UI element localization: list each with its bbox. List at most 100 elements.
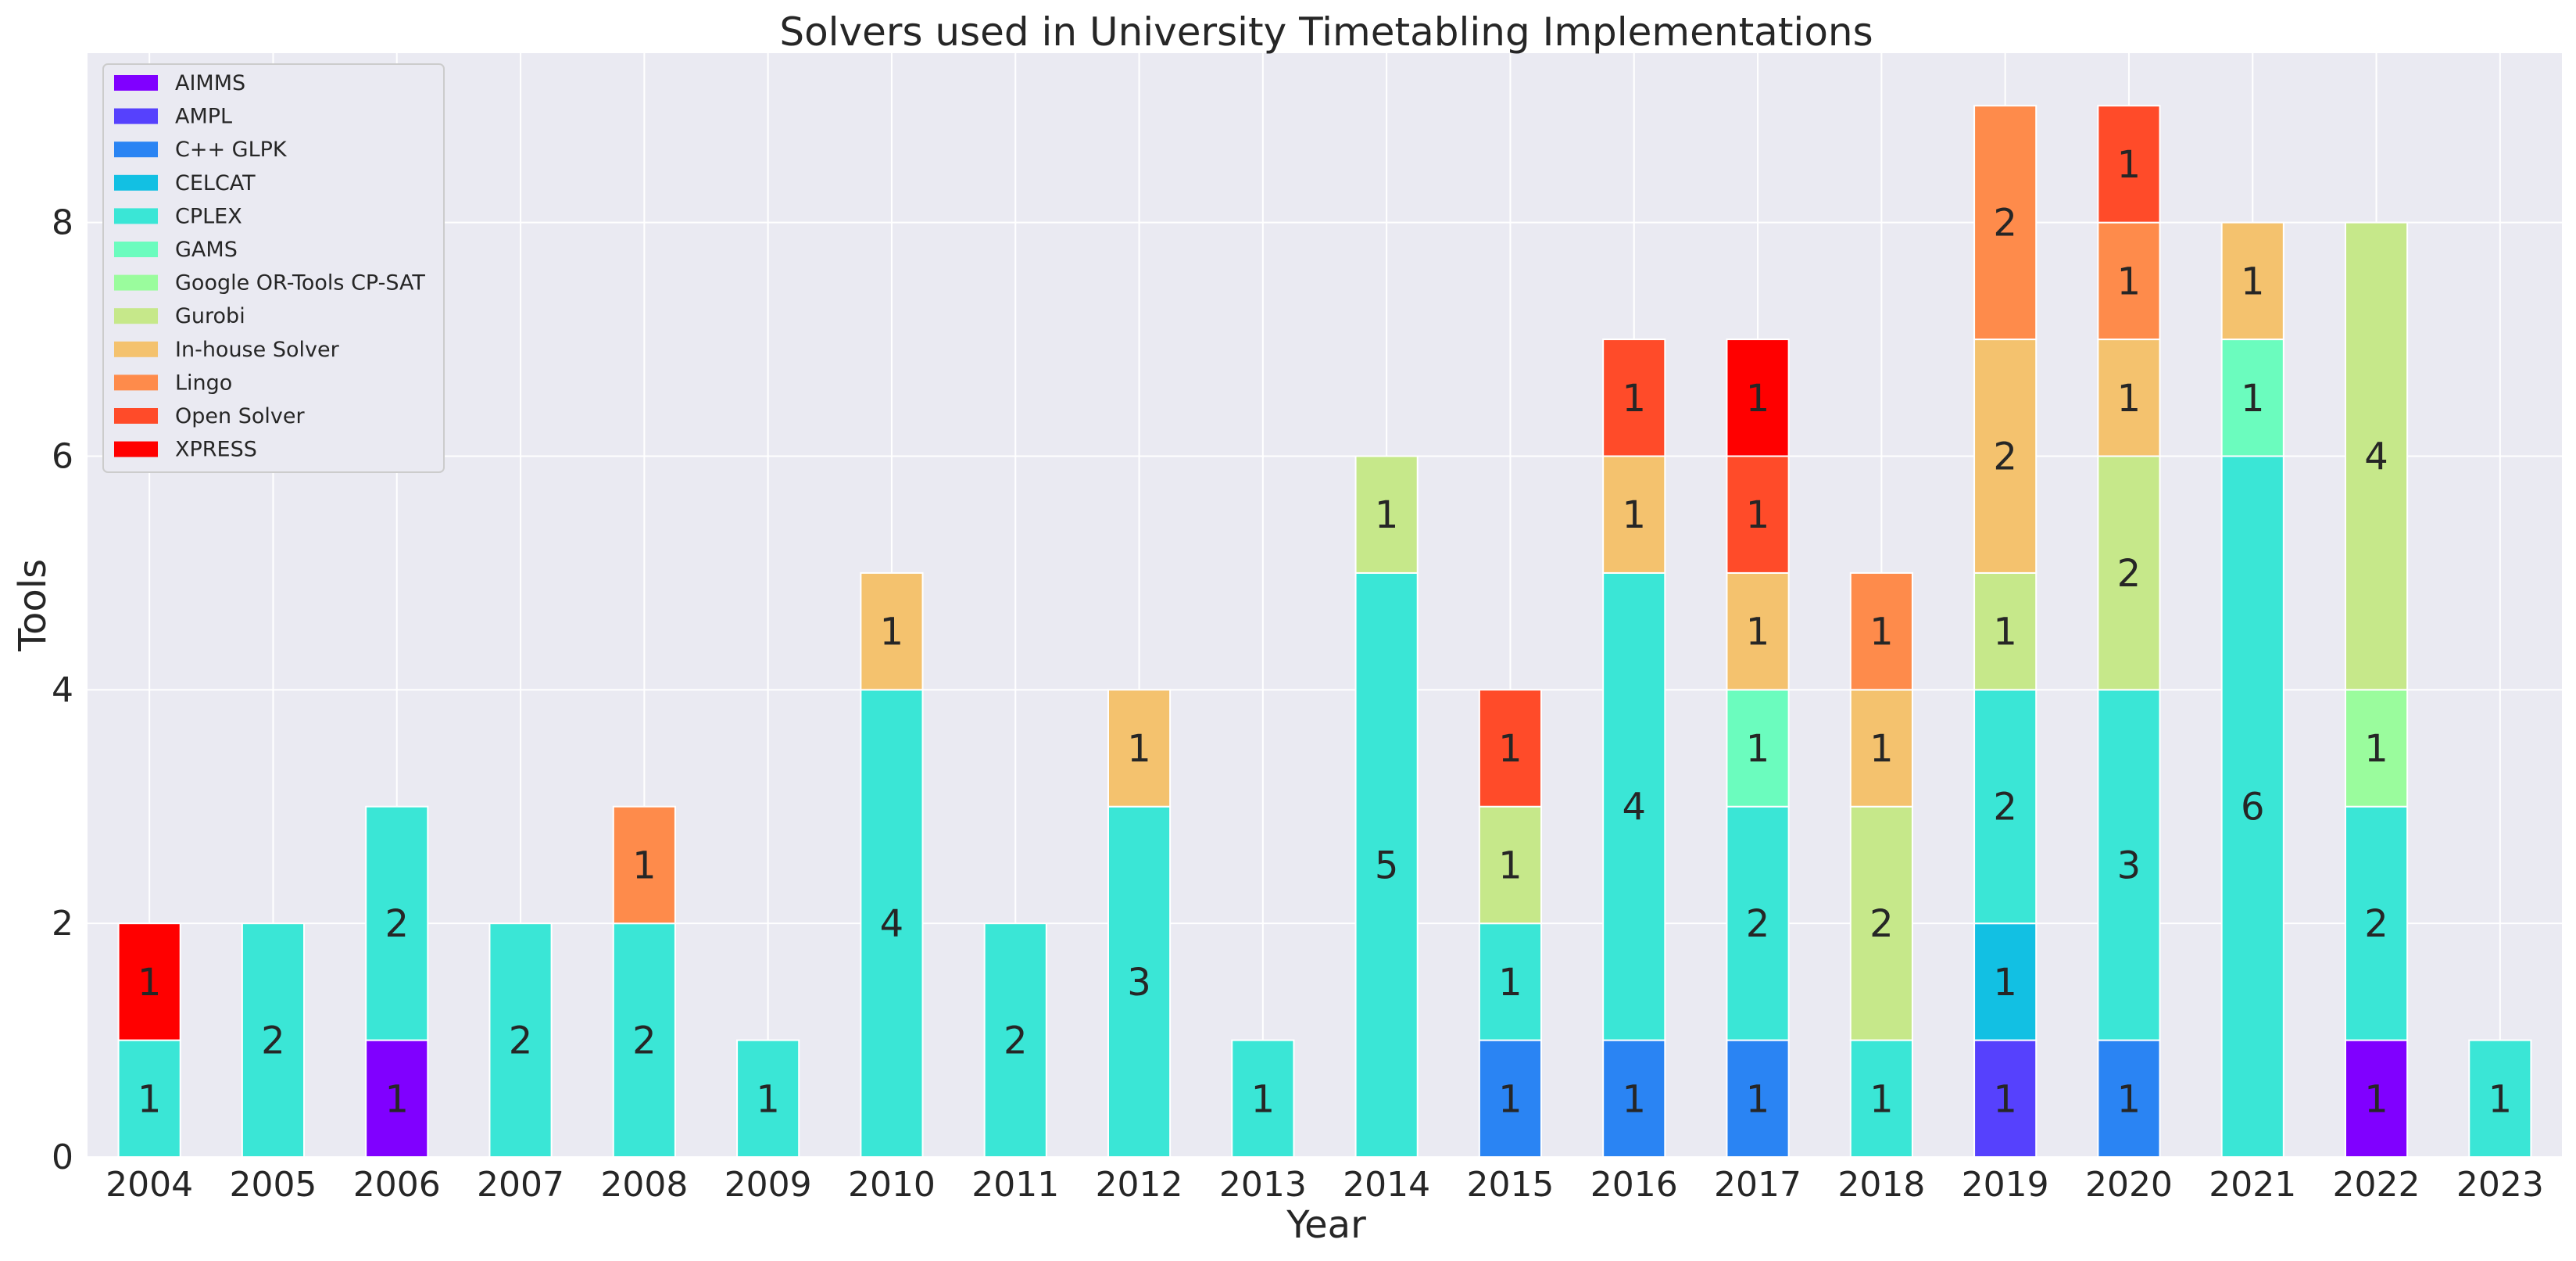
bar-segment — [736, 1039, 800, 1159]
legend-label: Google OR-Tools CP-SAT — [175, 271, 425, 296]
bar-segment — [1726, 689, 1790, 808]
data-label: 4 — [2364, 435, 2388, 478]
bar-segment — [1726, 1039, 1790, 1159]
legend-label: AIMMS — [175, 71, 245, 95]
data-label: 2 — [1993, 202, 2017, 245]
bar-segment — [2220, 221, 2284, 341]
legend-label: Lingo — [175, 371, 232, 395]
data-label: 1 — [1498, 727, 1522, 771]
data-labels: 1 1 2 1 2 2 2 1 1 4 1 2 3 1 1 5 1 1 1 1 1 1 4 1 1 1 2 1 1 1 1 1 2 1 1 1 1 2 1 2… — [138, 143, 2512, 1121]
bar-segment — [1602, 571, 1666, 1041]
data-label: 2 — [261, 1019, 285, 1063]
data-label: 1 — [2117, 143, 2141, 187]
data-label: 1 — [1375, 493, 1399, 537]
data-label: 2 — [385, 902, 409, 946]
bar-segment — [2097, 221, 2161, 341]
x-tick-label: 2005 — [229, 1165, 317, 1205]
data-label: 1 — [1622, 493, 1646, 537]
bar-segment — [1973, 571, 2038, 691]
data-label: 1 — [1869, 1077, 1894, 1121]
bar-segment — [1478, 1039, 1543, 1159]
bar-segment — [612, 922, 676, 1159]
x-axis-ticks: 2004 2005 2006 2007 2008 2009 2010 2011 2012 2013… — [106, 1165, 2544, 1205]
x-tick-label: 2017 — [1714, 1165, 1801, 1205]
data-label: 1 — [1127, 727, 1151, 771]
data-label: 2 — [632, 1019, 657, 1063]
bar-segment — [1849, 571, 1913, 691]
x-tick-label: 2014 — [1343, 1165, 1430, 1205]
bar-segment — [1973, 1039, 2038, 1159]
legend-label: Open Solver — [175, 404, 305, 428]
bar-segment — [1973, 689, 2038, 925]
bar-segment — [365, 805, 429, 1041]
bar-segment — [1354, 455, 1419, 574]
data-label: 1 — [138, 1077, 162, 1121]
bar-segment — [2220, 339, 2284, 457]
bar-segment — [1849, 805, 1913, 1041]
legend-swatch — [114, 408, 158, 424]
bar-segment — [2344, 221, 2409, 691]
x-axis-label: Year — [1286, 1203, 1366, 1247]
legend-label: CPLEX — [175, 204, 242, 228]
x-tick-label: 2007 — [477, 1165, 564, 1205]
legend-swatch — [114, 274, 158, 291]
bar-segment — [1107, 689, 1172, 808]
bar-segment — [365, 1039, 429, 1159]
data-label: 1 — [2241, 260, 2265, 303]
y-axis-ticks: 0 2 4 6 8 — [52, 203, 73, 1177]
x-tick-label: 2022 — [2333, 1165, 2420, 1205]
data-label: 1 — [1498, 961, 1522, 1005]
legend-box — [102, 63, 445, 473]
legend-label: CELCAT — [175, 171, 256, 195]
bar-segment — [860, 571, 924, 691]
bar-segment — [1602, 339, 1666, 457]
data-label: 2 — [1993, 786, 2017, 829]
legend-label: In-house Solver — [175, 338, 340, 362]
bar-segment — [2097, 689, 2161, 1041]
data-label: 1 — [2241, 377, 2265, 421]
data-label: 2 — [1869, 902, 1894, 946]
bar-segment — [1726, 339, 1790, 457]
data-label: 1 — [1869, 727, 1894, 771]
data-label: 4 — [1622, 786, 1646, 829]
bar-segment — [1231, 1039, 1295, 1159]
bar-segment — [1107, 805, 1172, 1158]
bar-segment — [1354, 571, 1419, 1158]
y-tick-label: 0 — [52, 1137, 73, 1177]
bar-segment — [488, 922, 553, 1159]
data-label: 1 — [2364, 727, 2388, 771]
bars — [117, 105, 2532, 1159]
data-label: 2 — [2364, 902, 2388, 946]
data-label: 1 — [880, 611, 904, 654]
data-label: 1 — [2117, 377, 2141, 421]
x-tick-label: 2015 — [1466, 1165, 1554, 1205]
data-label: 1 — [1746, 1077, 1770, 1121]
data-label: 4 — [880, 902, 904, 946]
x-tick-label: 2006 — [353, 1165, 441, 1205]
data-label: 2 — [509, 1019, 533, 1063]
data-label: 2 — [1004, 1019, 1028, 1063]
x-tick-label: 2011 — [971, 1165, 1059, 1205]
legend-swatch — [114, 75, 158, 91]
y-tick-label: 2 — [52, 904, 73, 944]
data-label: 1 — [1251, 1077, 1275, 1121]
legend-swatch — [114, 208, 158, 224]
x-tick-label: 2010 — [848, 1165, 936, 1205]
x-tick-label: 2018 — [1837, 1165, 1925, 1205]
x-tick-label: 2020 — [2085, 1165, 2173, 1205]
bar-segment — [1973, 922, 2038, 1041]
data-label: 3 — [2117, 844, 2141, 887]
legend-swatch — [114, 142, 158, 158]
data-label: 1 — [1993, 611, 2017, 654]
bar-segment — [1973, 339, 2038, 574]
bar-segment — [1726, 805, 1790, 1041]
legend-label: Gurobi — [175, 304, 245, 328]
data-label: 1 — [756, 1077, 780, 1121]
x-tick-label: 2009 — [724, 1165, 812, 1205]
data-label: 6 — [2241, 786, 2265, 829]
legend-swatch — [114, 374, 158, 391]
data-label: 2 — [1993, 435, 2017, 478]
data-label: 1 — [1746, 377, 1770, 421]
bar-segment — [1602, 1039, 1666, 1159]
legend-label: XPRESS — [175, 438, 257, 462]
